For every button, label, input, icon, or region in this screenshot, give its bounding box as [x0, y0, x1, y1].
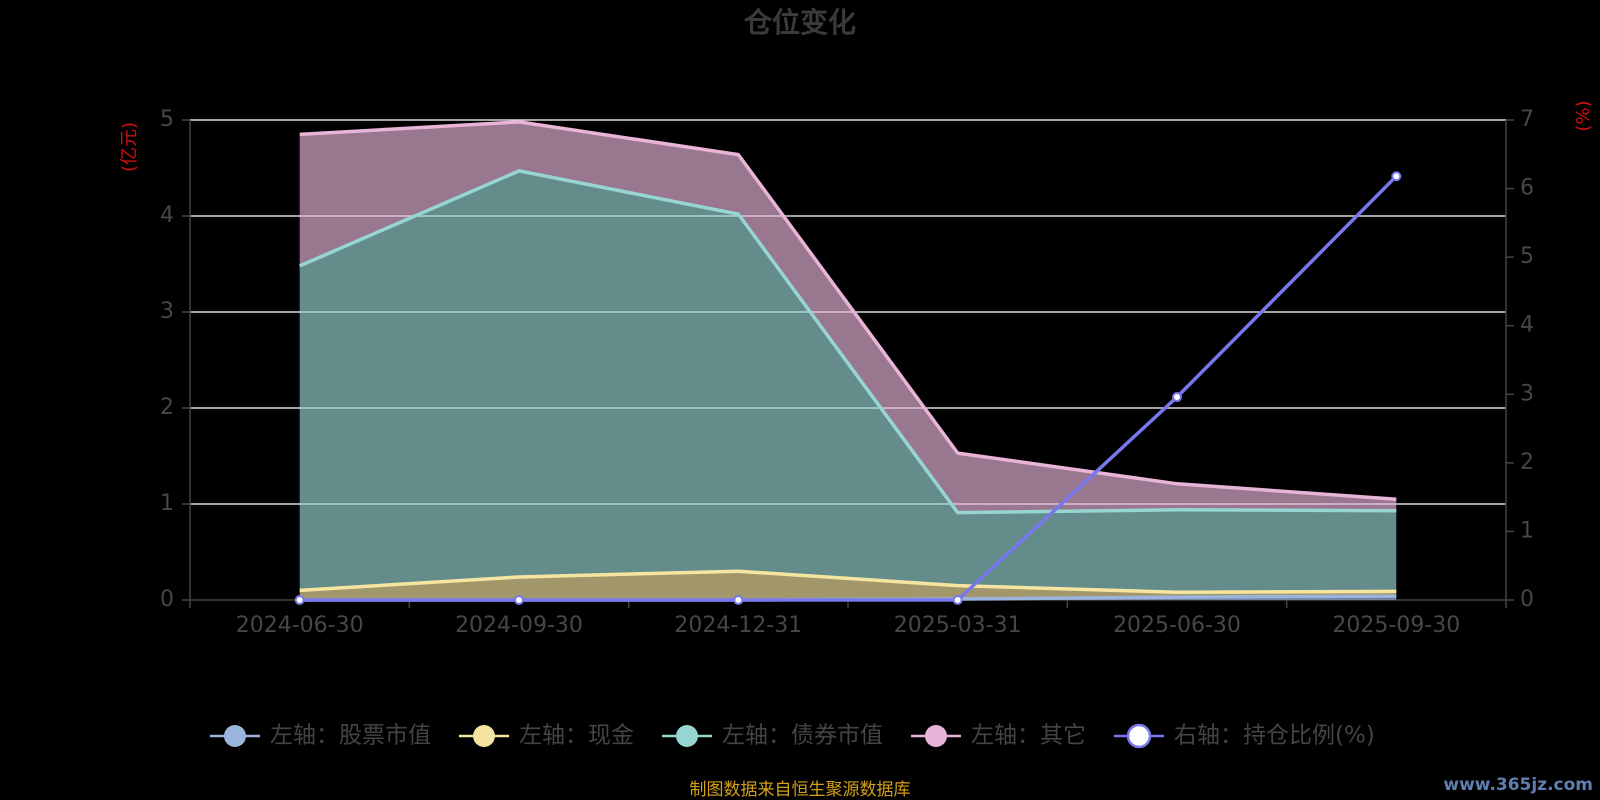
left-axis-unit: (亿元)	[119, 122, 140, 172]
ratio-point	[294, 595, 305, 605]
area-series-1	[299, 571, 1397, 600]
right-tick-label: 7	[1520, 107, 1534, 132]
left-tick-label: 2	[160, 395, 174, 420]
legend-item[interactable]: 左轴：现金	[459, 723, 634, 749]
ratio-point	[1391, 171, 1402, 182]
right-tick-label: 4	[1520, 313, 1534, 338]
legend-item[interactable]: 左轴：债券市值	[662, 723, 883, 749]
x-tick-label: 2024-06-30	[236, 613, 364, 638]
right-tick-label: 5	[1520, 244, 1534, 269]
right-tick-label: 1	[1520, 518, 1534, 543]
ratio-point	[1172, 392, 1182, 403]
left-tick-label: 5	[160, 107, 174, 132]
legend-marker-icon	[676, 725, 698, 747]
left-tick-label: 0	[160, 587, 174, 612]
right-axis-unit: (%)	[1573, 100, 1594, 131]
legend-marker-icon	[473, 725, 495, 747]
legend-label: 左轴：债券市值	[722, 723, 883, 749]
left-tick-label: 1	[160, 491, 174, 516]
watermark: www.365jz.com	[1443, 775, 1593, 795]
footer-source: 制图数据来自恒生聚源数据库	[690, 780, 911, 800]
x-tick-label: 2025-09-30	[1332, 613, 1460, 638]
ratio-point	[952, 595, 963, 605]
area-series-2	[299, 170, 1397, 593]
ratio-line	[299, 174, 1398, 602]
ratio-point	[514, 595, 524, 605]
left-tick-label: 4	[160, 203, 174, 228]
legend-marker-icon	[224, 725, 246, 747]
chart-title: 仓位变化	[744, 6, 856, 39]
area-series-3	[299, 121, 1397, 513]
x-tick-label: 2024-09-30	[455, 613, 583, 638]
plot-area: 0 1 2 3 4 5 0 1 2 3 4 5 6 7 2024-06-30 2024-09-30 2024-1…	[160, 107, 1534, 638]
right-tick-label: 6	[1520, 176, 1534, 201]
line-series-2	[299, 169, 1397, 515]
right-tick-label: 2	[1520, 450, 1534, 475]
x-tick-label: 2025-06-30	[1113, 613, 1241, 638]
right-tick-label: 3	[1520, 381, 1534, 406]
legend-item[interactable]: 左轴：其它	[911, 723, 1086, 749]
legend-label: 左轴：股票市值	[270, 723, 431, 749]
right-tick-label: 0	[1520, 587, 1534, 612]
left-tick-label: 3	[160, 299, 174, 324]
legend-label: 左轴：现金	[519, 723, 634, 749]
legend-item[interactable]: 右轴：持仓比例(%)	[1114, 723, 1375, 749]
legend-marker-icon	[925, 725, 947, 747]
ratio-point	[733, 595, 744, 605]
line-series-1	[299, 569, 1397, 595]
x-tick-label: 2024-12-31	[674, 613, 802, 638]
x-tick-label: 2025-03-31	[894, 613, 1022, 638]
legend[interactable]: 左轴：股票市值 左轴：现金 左轴：债券市值 左轴：其它 右轴：持仓比例(%)	[210, 723, 1375, 749]
legend-item[interactable]: 左轴：股票市值	[210, 723, 431, 749]
line-series-3	[299, 120, 1397, 501]
legend-label: 左轴：其它	[971, 723, 1086, 749]
legend-marker-icon	[1126, 723, 1152, 749]
legend-label: 右轴：持仓比例(%)	[1174, 723, 1375, 749]
